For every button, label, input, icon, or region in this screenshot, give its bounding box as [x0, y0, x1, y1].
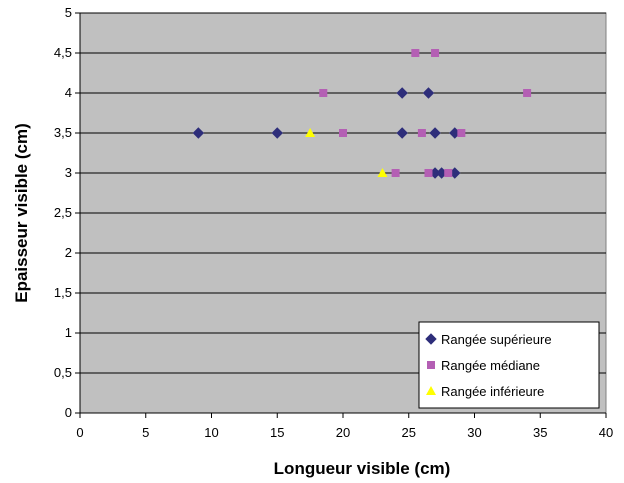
y-tick-label: 5 — [65, 5, 72, 20]
legend-marker-triangle — [426, 386, 436, 395]
x-tick-label: 25 — [402, 425, 416, 440]
y-tick-label: 4 — [65, 85, 72, 100]
data-point-triangle — [377, 168, 388, 177]
data-point-triangle — [305, 128, 316, 137]
x-tick-label: 20 — [336, 425, 350, 440]
data-point-square — [319, 89, 328, 97]
data-point-square — [523, 89, 532, 97]
legend-marker-diamond — [425, 333, 437, 345]
y-tick-label: 1,5 — [54, 285, 72, 300]
data-point-diamond — [422, 87, 435, 99]
x-tick-label: 15 — [270, 425, 284, 440]
x-tick-label: 5 — [142, 425, 149, 440]
legend-marker-square — [427, 361, 435, 369]
data-point-square — [417, 129, 426, 137]
y-tick-label: 1 — [65, 325, 72, 340]
y-tick-label: 0 — [65, 405, 72, 420]
y-tick-label: 3 — [65, 165, 72, 180]
y-tick-label: 2,5 — [54, 205, 72, 220]
data-point-diamond — [396, 87, 408, 99]
y-axis-title: Epaisseur visible (cm) — [12, 123, 31, 303]
x-tick-label: 30 — [467, 425, 481, 440]
data-point-diamond — [429, 127, 441, 139]
axes: 0 0,5 1 1,5 2 2,5 3 3,5 4 4,5 5 0 5 10 15 20 25 30 35 40 — [54, 5, 613, 440]
data-points — [192, 49, 532, 179]
data-point-square — [339, 129, 347, 137]
y-tick-label: 0,5 — [54, 365, 72, 380]
data-point-square — [411, 49, 420, 57]
data-point-diamond — [271, 127, 283, 139]
data-point-diamond — [192, 127, 205, 139]
y-tick-label: 2 — [65, 245, 72, 260]
x-tick-label: 35 — [533, 425, 547, 440]
legend-label: Rangée médiane — [441, 358, 540, 373]
data-point-diamond — [396, 127, 408, 139]
y-tick-label: 3,5 — [54, 125, 72, 140]
data-point-square — [457, 129, 466, 137]
data-point-square — [391, 169, 400, 177]
x-tick-label: 40 — [599, 425, 613, 440]
data-point-square — [431, 49, 440, 57]
legend: Rangée supérieure Rangée médiane Rangée in… — [418, 321, 600, 409]
y-tick-label: 4,5 — [54, 45, 72, 60]
legend-label: Rangée inférieure — [441, 384, 544, 399]
x-axis-title: Longueur visible (cm) — [274, 459, 451, 478]
x-tick-label: 0 — [76, 425, 83, 440]
legend-box — [418, 321, 600, 409]
data-point-square — [424, 169, 433, 177]
legend-label: Rangée supérieure — [441, 332, 552, 347]
x-tick-label: 10 — [204, 425, 218, 440]
data-point-square — [444, 169, 453, 177]
